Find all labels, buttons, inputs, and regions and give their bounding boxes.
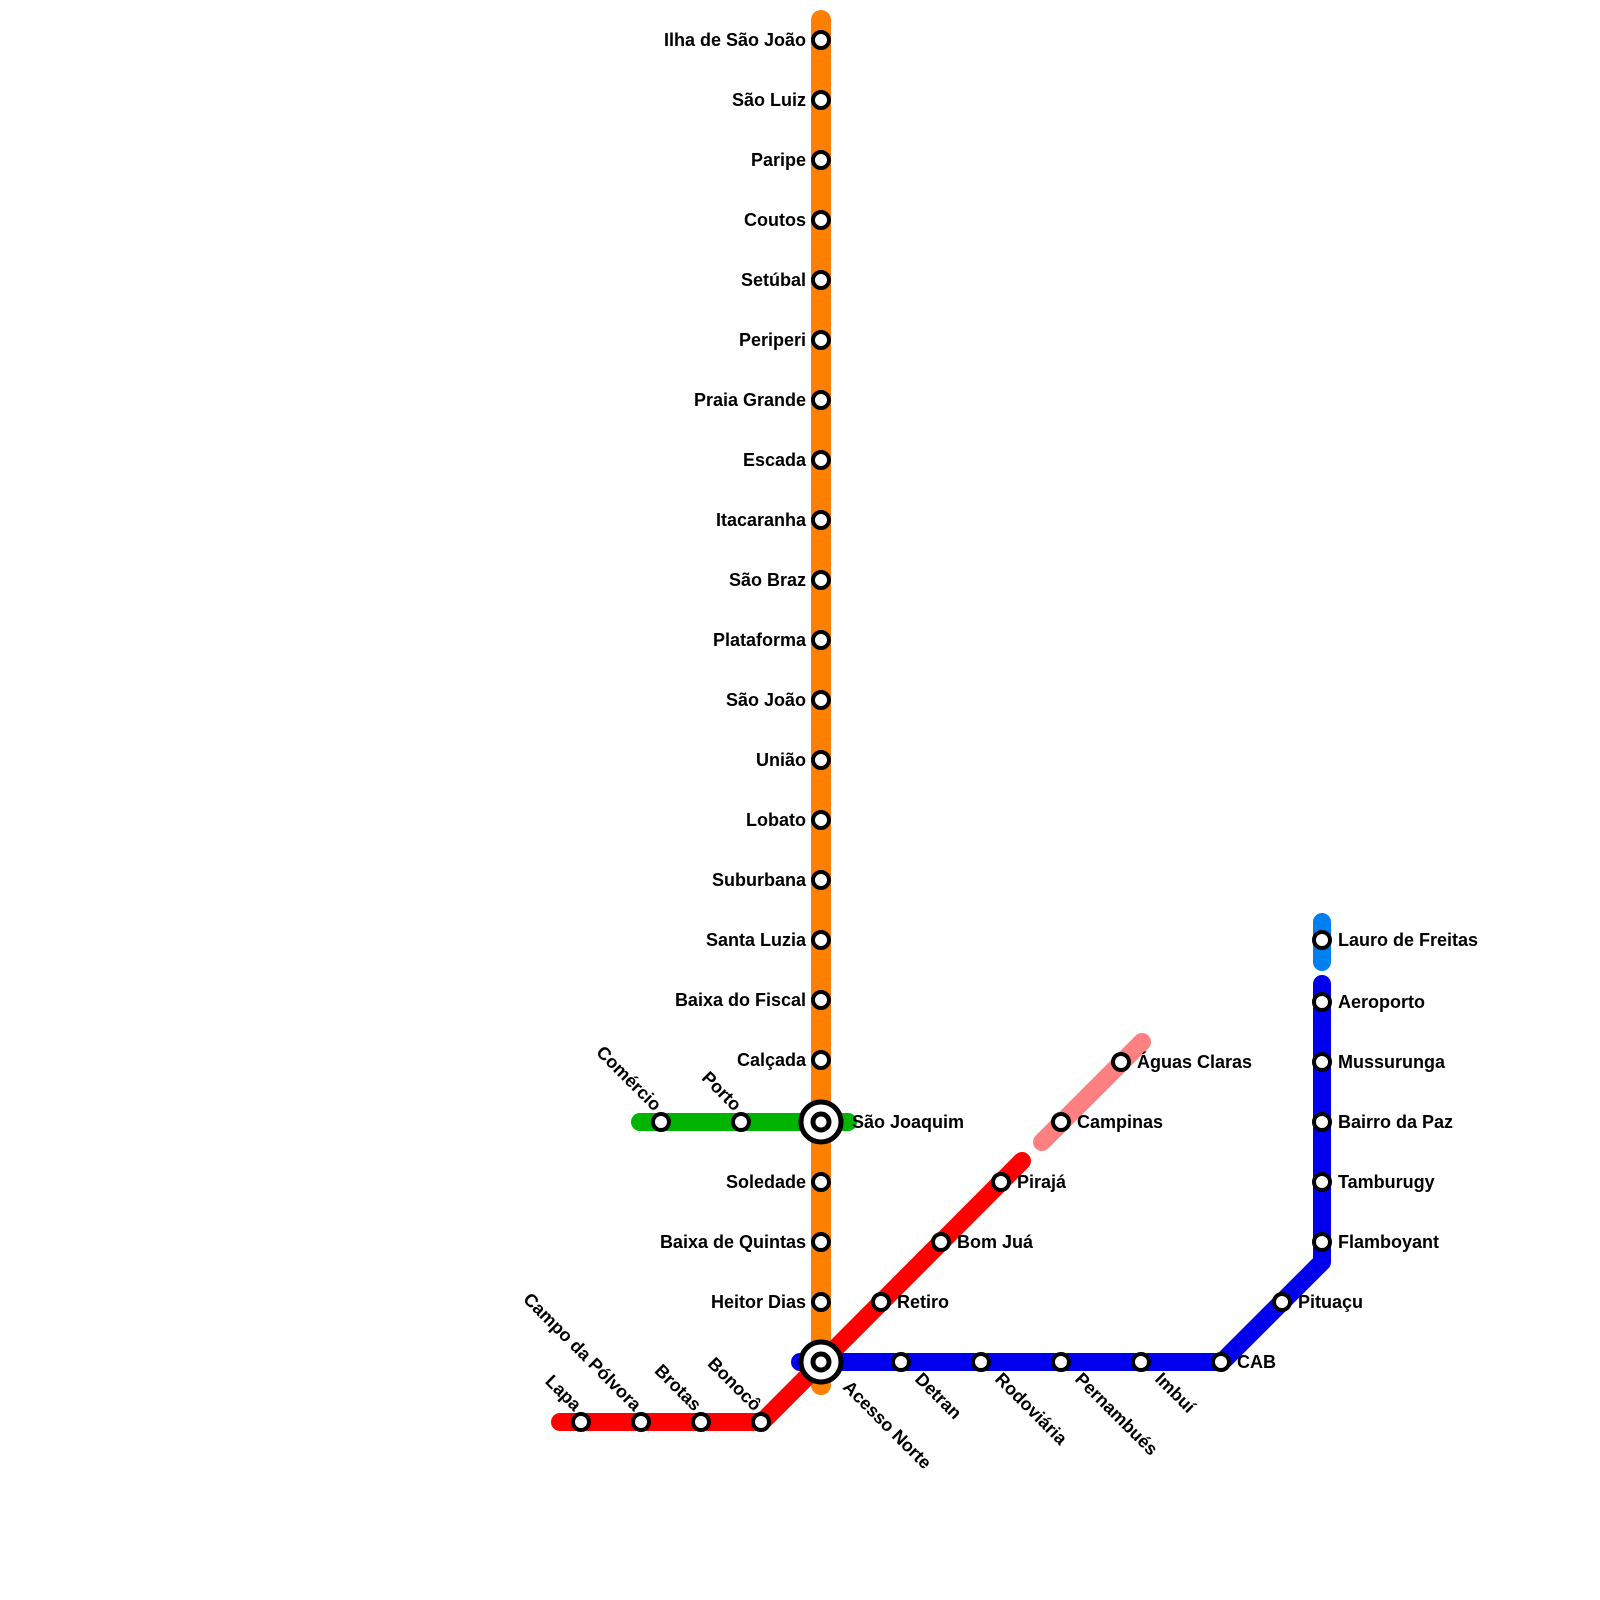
station-escada[interactable] <box>811 450 831 470</box>
station-bom-jua[interactable] <box>931 1232 951 1252</box>
label-coutos: Coutos <box>744 210 806 230</box>
label-setubal: Setúbal <box>741 270 806 290</box>
label-bairro-paz: Bairro da Paz <box>1338 1112 1453 1132</box>
label-heitor-dias: Heitor Dias <box>711 1292 806 1312</box>
label-piraja: Pirajá <box>1017 1172 1067 1192</box>
label-lapa: Lapa <box>541 1371 586 1416</box>
station-lauro-freitas[interactable] <box>1312 930 1332 950</box>
station-detran[interactable] <box>891 1352 911 1372</box>
label-sao-braz: São Braz <box>729 570 806 590</box>
label-aeroporto: Aeroporto <box>1338 992 1425 1012</box>
label-paripe: Paripe <box>751 150 806 170</box>
station-sao-luiz[interactable] <box>811 90 831 110</box>
label-ilha-sao-joao: Ilha de São João <box>664 30 806 50</box>
station-pernambues[interactable] <box>1051 1352 1071 1372</box>
station-bairro-paz[interactable] <box>1312 1112 1332 1132</box>
label-plataforma: Plataforma <box>713 630 807 650</box>
station-periperi[interactable] <box>811 330 831 350</box>
station-soledade[interactable] <box>811 1172 831 1192</box>
label-sao-joaquim: São Joaquim <box>852 1112 964 1132</box>
station-bonoco[interactable] <box>751 1412 771 1432</box>
label-porto: Porto <box>698 1067 745 1114</box>
station-plataforma[interactable] <box>811 630 831 650</box>
interchange-acesso-norte-inner <box>810 1351 832 1373</box>
label-detran: Detran <box>911 1369 965 1423</box>
label-uniao: União <box>756 750 806 770</box>
station-coutos[interactable] <box>811 210 831 230</box>
label-escada: Escada <box>743 450 807 470</box>
label-baixa-quintas: Baixa de Quintas <box>660 1232 806 1252</box>
station-porto[interactable] <box>731 1112 751 1132</box>
station-mussurunga[interactable] <box>1312 1052 1332 1072</box>
label-santa-luzia: Santa Luzia <box>706 930 807 950</box>
label-campo-polvora: Campo da Pólvora <box>519 1289 646 1416</box>
station-pituacu[interactable] <box>1272 1292 1292 1312</box>
label-bom-jua: Bom Juá <box>957 1232 1034 1252</box>
label-brotas: Brotas <box>651 1360 705 1414</box>
station-baixa-quintas[interactable] <box>811 1232 831 1252</box>
station-paripe[interactable] <box>811 150 831 170</box>
station-santa-luzia[interactable] <box>811 930 831 950</box>
station-tamburugy[interactable] <box>1312 1172 1332 1192</box>
label-baixa-fiscal: Baixa do Fiscal <box>675 990 806 1010</box>
label-calcada: Calçada <box>737 1050 807 1070</box>
station-brotas[interactable] <box>691 1412 711 1432</box>
station-markers <box>571 30 1332 1432</box>
label-campinas: Campinas <box>1077 1112 1163 1132</box>
interchanges <box>798 1099 844 1385</box>
label-sao-luiz: São Luiz <box>732 90 806 110</box>
station-aguas-claras[interactable] <box>1111 1052 1131 1072</box>
station-cab[interactable] <box>1211 1352 1231 1372</box>
label-praia-grande: Praia Grande <box>694 390 806 410</box>
station-piraja[interactable] <box>991 1172 1011 1192</box>
station-praia-grande[interactable] <box>811 390 831 410</box>
label-imbui: Imbuí <box>1151 1369 1200 1418</box>
label-sao-joao: São João <box>726 690 806 710</box>
label-pituacu: Pituaçu <box>1298 1292 1363 1312</box>
label-aguas-claras: Águas Claras <box>1137 1051 1252 1072</box>
station-calcada[interactable] <box>811 1050 831 1070</box>
station-campinas[interactable] <box>1051 1112 1071 1132</box>
label-comercio: Comércio <box>592 1042 665 1115</box>
label-mussurunga: Mussurunga <box>1338 1052 1446 1072</box>
station-comercio[interactable] <box>651 1112 671 1132</box>
label-soledade: Soledade <box>726 1172 806 1192</box>
station-baixa-fiscal[interactable] <box>811 990 831 1010</box>
label-cab: CAB <box>1237 1352 1276 1372</box>
station-sao-braz[interactable] <box>811 570 831 590</box>
label-bonoco: Bonocô <box>704 1353 766 1415</box>
station-labels: Ilha de São João São Luiz Paripe Coutos … <box>519 30 1478 1473</box>
station-imbui[interactable] <box>1131 1352 1151 1372</box>
label-pernambues: Pernambués <box>1071 1369 1162 1460</box>
station-flamboyant[interactable] <box>1312 1232 1332 1252</box>
station-itacaranha[interactable] <box>811 510 831 530</box>
label-retiro: Retiro <box>897 1292 949 1312</box>
label-tamburugy: Tamburugy <box>1338 1172 1435 1192</box>
station-campo-polvora[interactable] <box>631 1412 651 1432</box>
station-heitor-dias[interactable] <box>811 1292 831 1312</box>
label-lobato: Lobato <box>746 810 806 830</box>
station-lobato[interactable] <box>811 810 831 830</box>
station-rodoviaria[interactable] <box>971 1352 991 1372</box>
interchange-sao-joaquim-inner <box>810 1111 832 1133</box>
station-aeroporto[interactable] <box>1312 992 1332 1012</box>
station-suburbana[interactable] <box>811 870 831 890</box>
station-retiro[interactable] <box>871 1292 891 1312</box>
label-periperi: Periperi <box>739 330 806 350</box>
label-lauro-freitas: Lauro de Freitas <box>1338 930 1478 950</box>
station-uniao[interactable] <box>811 750 831 770</box>
metro-lines <box>551 10 1331 1431</box>
station-sao-joao[interactable] <box>811 690 831 710</box>
station-ilha-sao-joao[interactable] <box>811 30 831 50</box>
station-lapa[interactable] <box>571 1412 591 1432</box>
label-rodoviaria: Rodoviária <box>991 1369 1072 1450</box>
station-setubal[interactable] <box>811 270 831 290</box>
label-flamboyant: Flamboyant <box>1338 1232 1439 1252</box>
label-itacaranha: Itacaranha <box>716 510 807 530</box>
label-suburbana: Suburbana <box>712 870 807 890</box>
